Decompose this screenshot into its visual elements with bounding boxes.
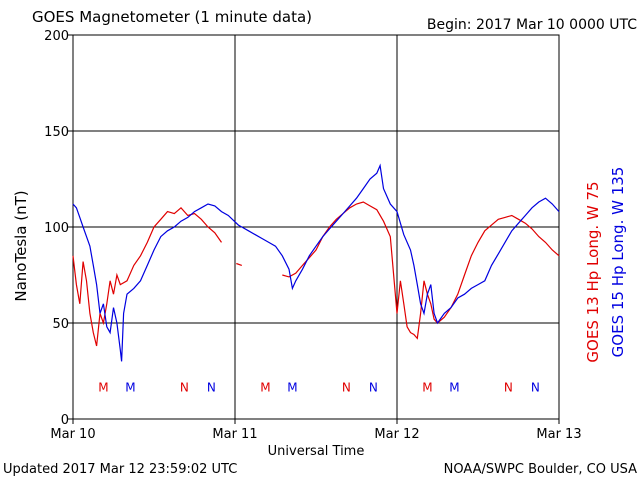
marker-m: M	[449, 380, 459, 394]
x-tick-label: Mar 13	[536, 427, 581, 442]
x-axis-label: Universal Time	[268, 444, 365, 459]
marker-n: N	[504, 380, 513, 394]
x-tick-label: Mar 12	[374, 427, 419, 442]
marker-n: N	[180, 380, 189, 394]
series-line-0	[282, 201, 560, 340]
y-tick-label: 0	[61, 413, 69, 428]
x-tick-label: Mar 11	[212, 427, 257, 442]
chart-title: GOES Magnetometer (1 minute data)	[32, 8, 312, 26]
series-line-0	[236, 262, 242, 266]
y-tick-label: 100	[44, 221, 69, 236]
x-axis-ticks: Mar 10 Mar 11 Mar 12 Mar 13	[50, 419, 582, 442]
y-tick-label: 50	[52, 317, 69, 332]
series-lines	[72, 163, 560, 362]
marker-m: M	[422, 380, 432, 394]
series-line-1	[72, 163, 560, 362]
marker-m: M	[125, 380, 135, 394]
marker-m: M	[260, 380, 270, 394]
marker-n: N	[531, 380, 540, 394]
x-tick-label: Mar 10	[50, 427, 95, 442]
marker-n: N	[369, 380, 378, 394]
y-axis-ticks: 0 50 100 150 200	[44, 29, 73, 428]
series-line-0	[72, 206, 222, 347]
marker-n: N	[207, 380, 216, 394]
legend-goes13: GOES 13 Hp Long. W 75	[584, 181, 602, 362]
data-source: NOAA/SWPC Boulder, CO USA	[444, 462, 637, 477]
begin-time: Begin: 2017 Mar 10 0000 UTC	[427, 17, 637, 33]
marker-m: M	[98, 380, 108, 394]
legend-goes15: GOES 15 Hp Long. W 135	[609, 167, 627, 358]
y-tick-label: 200	[44, 29, 69, 44]
updated-time: Updated 2017 Mar 12 23:59:02 UTC	[3, 462, 237, 477]
marker-m: M	[287, 380, 297, 394]
marker-n: N	[342, 380, 351, 394]
y-axis-label: NanoTesla (nT)	[12, 190, 30, 301]
y-tick-label: 150	[44, 125, 69, 140]
